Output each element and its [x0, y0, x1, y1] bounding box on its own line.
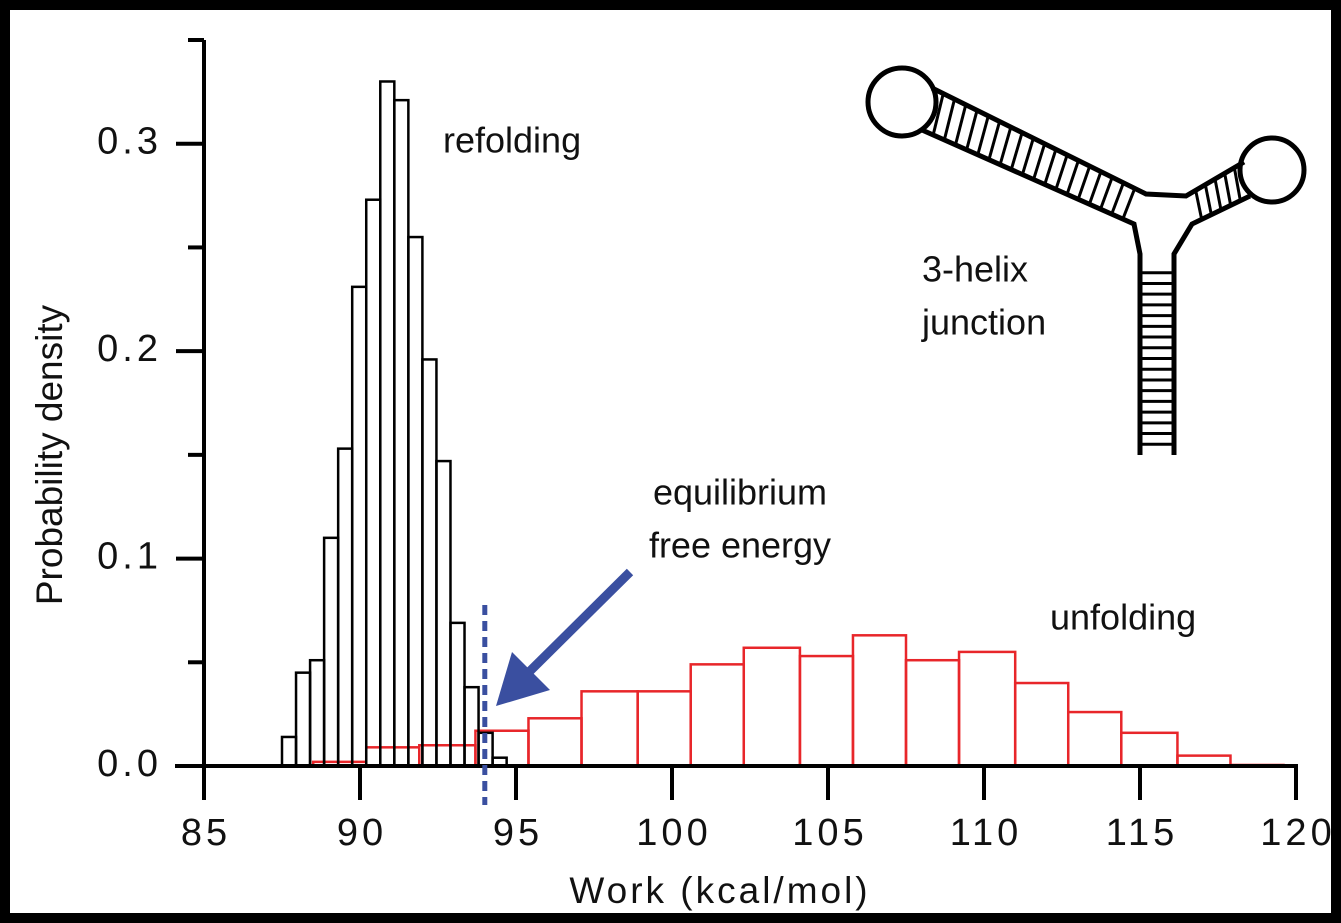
series-label: refolding — [443, 120, 581, 161]
x-tick-label: 110 — [950, 812, 1023, 854]
x-tick-label: 120 — [1260, 812, 1335, 854]
x-tick-label: 95 — [493, 812, 543, 854]
arrow-head — [496, 652, 550, 706]
rna-diagram — [865, 65, 1307, 455]
arrow — [521, 568, 634, 680]
base-pair — [1065, 160, 1080, 195]
y-tick-label: 0.0 — [97, 743, 162, 785]
base-pair — [1213, 178, 1223, 211]
base-pair — [1099, 176, 1114, 210]
base-pair — [931, 93, 945, 136]
annotation: equilibrium — [653, 472, 827, 513]
loop — [1237, 135, 1307, 205]
base-pair — [1054, 154, 1069, 190]
x-tick-label: 85 — [181, 812, 231, 854]
base-pair — [1194, 190, 1204, 220]
base-pair — [1009, 132, 1024, 171]
y-axis-label: Probability density — [29, 304, 70, 605]
base-pair — [1087, 171, 1103, 205]
base-pair — [1020, 137, 1035, 175]
base-pair — [1043, 148, 1058, 185]
y-tick-label: 0.1 — [97, 536, 162, 578]
base-pair — [942, 98, 956, 141]
diagram-label: 3-helix — [922, 249, 1028, 290]
base-pair — [1223, 173, 1233, 206]
x-tick-label: 100 — [636, 812, 711, 854]
base-pair — [987, 121, 1002, 161]
loop — [865, 65, 939, 139]
base-pair — [954, 104, 968, 146]
base-pair — [965, 109, 979, 151]
x-tick-label: 115 — [1106, 812, 1179, 854]
base-pair — [1110, 182, 1125, 215]
series-label: unfolding — [1050, 597, 1196, 638]
x-tick-label: 105 — [792, 812, 867, 854]
y-tick-label: 0.3 — [97, 121, 162, 163]
base-pair — [1232, 167, 1242, 201]
base-pair — [1032, 143, 1047, 180]
strand — [920, 127, 1143, 455]
diagram-label: junction — [921, 302, 1046, 343]
y-tick-label: 0.2 — [97, 328, 162, 370]
base-pair — [976, 115, 990, 156]
base-pair — [1076, 165, 1092, 200]
x-axis-label: Work (kcal/mol) — [569, 870, 870, 911]
annotation: free energy — [649, 525, 831, 566]
base-pair — [1203, 184, 1213, 215]
base-pair — [1121, 187, 1137, 220]
x-tick-label: 90 — [337, 812, 387, 854]
base-pair — [998, 126, 1013, 166]
